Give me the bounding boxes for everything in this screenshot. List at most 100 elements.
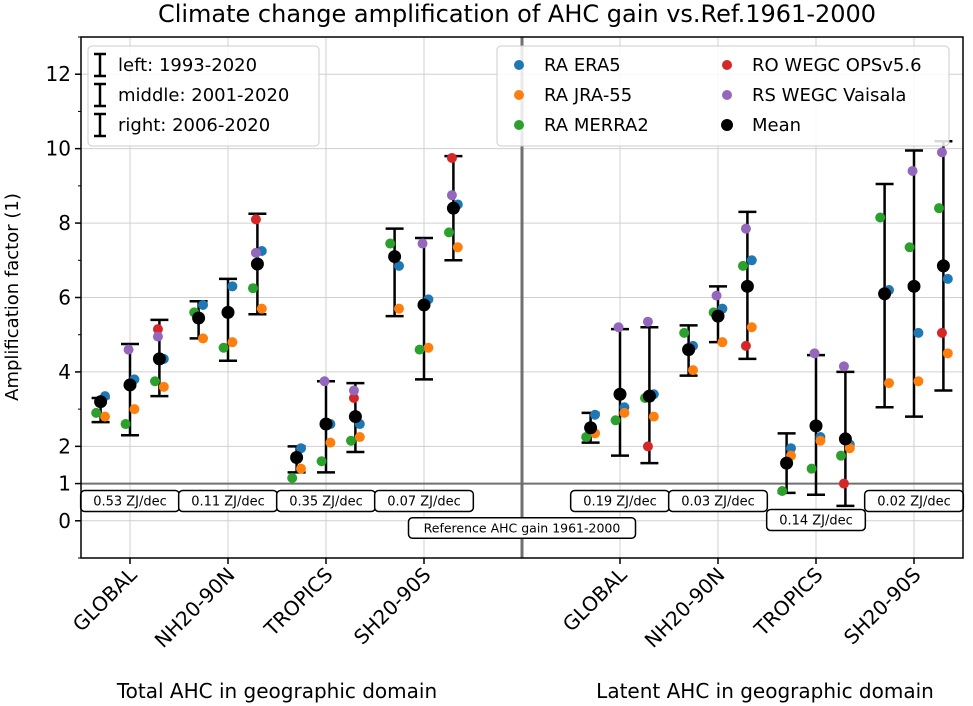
data-points <box>91 147 953 497</box>
errorbar-legend-icon <box>94 52 106 138</box>
x-tick-label: GLOBAL <box>558 562 632 636</box>
reference-gain-label-box <box>667 489 769 513</box>
point-wegc <box>250 214 261 225</box>
y-tick-label: 12 <box>46 62 71 86</box>
point-mean <box>907 279 921 293</box>
point-wegc <box>838 478 849 489</box>
legend-label-mean: Mean <box>752 115 801 136</box>
point-mean <box>682 343 696 357</box>
point-jra55 <box>423 342 434 353</box>
reference-gain-label: 0.02 ZJ/dec <box>863 489 965 513</box>
y-tick-label: 4 <box>58 360 71 384</box>
point-era5 <box>198 299 209 310</box>
point-merra2 <box>581 432 592 443</box>
legend-marker-merra2 <box>514 120 524 130</box>
point-mean <box>123 378 137 392</box>
point-mean <box>642 389 656 403</box>
reference-gain-label-text: 0.14 ZJ/dec <box>779 514 853 529</box>
point-mean <box>250 257 264 271</box>
point-jra55 <box>394 303 405 314</box>
reference-gain-label: 0.11 ZJ/dec <box>177 489 279 513</box>
period-legend: left: 1993-2020 middle: 2001-2020 right:… <box>87 45 320 147</box>
point-jra55 <box>619 407 630 418</box>
point-mean <box>290 451 304 465</box>
reference-gain-label: 0.53 ZJ/dec <box>79 489 181 513</box>
reference-gain-label-text: 0.02 ZJ/dec <box>877 495 951 510</box>
point-mean <box>319 417 333 431</box>
point-vaisala <box>250 247 261 258</box>
point-merra2 <box>875 212 886 223</box>
point-jra55 <box>942 348 953 359</box>
legend-marker-era5 <box>514 60 524 70</box>
point-merra2 <box>610 415 621 426</box>
point-jra55 <box>717 337 728 348</box>
point-era5 <box>942 273 953 284</box>
point-mean <box>192 311 206 325</box>
legend-label-era5: RA ERA5 <box>544 55 621 76</box>
point-mean <box>417 298 431 312</box>
y-tick-label: 10 <box>46 137 71 161</box>
point-merra2 <box>777 486 788 497</box>
legend-label-wegc: RO WEGC OPSv5.6 <box>752 55 922 76</box>
y-tick-label: 8 <box>58 211 71 235</box>
point-merra2 <box>91 407 102 418</box>
point-jra55 <box>815 435 826 446</box>
point-mean <box>809 419 823 433</box>
point-mean <box>740 279 754 293</box>
reference-gain-label-box <box>765 508 867 532</box>
point-vaisala <box>446 190 457 201</box>
legend-marker-wegc <box>722 60 732 70</box>
legend-marker-jra55 <box>514 90 524 100</box>
point-mean <box>584 421 598 435</box>
point-mean <box>780 456 794 470</box>
chart-title: Climate change amplification of AHC gain… <box>158 0 876 28</box>
reference-gain-label: 0.03 ZJ/dec <box>667 489 769 513</box>
point-jra55 <box>256 303 267 314</box>
reference-gain-label-text: 0.53 ZJ/dec <box>93 495 167 510</box>
reference-gain-label: 0.07 ZJ/dec <box>373 489 475 513</box>
point-jra55 <box>688 365 699 376</box>
legend-label-merra2: RA MERRA2 <box>544 115 649 136</box>
y-tick-label: 0 <box>58 509 71 533</box>
point-vaisala <box>348 385 359 396</box>
point-merra2 <box>904 242 915 253</box>
point-mean <box>446 201 460 215</box>
point-jra55 <box>452 242 463 253</box>
legend-marker-mean <box>721 119 733 131</box>
point-wegc <box>446 152 457 163</box>
point-jra55 <box>158 381 169 392</box>
point-merra2 <box>414 344 425 355</box>
point-vaisala <box>711 290 722 301</box>
point-vaisala <box>613 322 624 333</box>
point-mean <box>348 410 362 424</box>
y-tick-label: 2 <box>58 434 71 458</box>
point-merra2 <box>316 456 327 467</box>
x-tick-label: SH20-90S <box>349 563 436 650</box>
series-legend: RA ERA5 RA JRA-55 RA MERRA2 RO WEGC OPSv… <box>496 45 950 147</box>
reference-gain-label-text: 0.11 ZJ/dec <box>191 495 265 510</box>
y-tick-label: 1 <box>58 472 71 496</box>
point-vaisala <box>936 147 947 158</box>
point-wegc <box>740 340 751 351</box>
point-jra55 <box>100 411 111 422</box>
point-jra55 <box>325 437 336 448</box>
point-jra55 <box>913 376 924 387</box>
point-jra55 <box>198 333 209 344</box>
point-era5 <box>227 281 238 292</box>
period-legend-left: left: 1993-2020 <box>118 55 257 76</box>
reference-gain-label-text: 0.35 ZJ/dec <box>289 495 363 510</box>
period-legend-middle: middle: 2001-2020 <box>118 85 289 106</box>
point-merra2 <box>218 342 229 353</box>
reference-gain-labels: 0.53 ZJ/dec 0.11 ZJ/dec 0.35 ZJ/dec 0.07 ZJ… <box>79 489 965 539</box>
reference-gain-label: 0.35 ZJ/dec <box>275 489 377 513</box>
point-wegc <box>642 441 653 452</box>
reference-gain-label-box <box>373 489 475 513</box>
reference-gain-label: 0.19 ZJ/dec <box>569 489 671 513</box>
point-jra55 <box>354 432 365 443</box>
y-axis-label: Amplification factor (1) <box>2 193 23 401</box>
point-mean <box>388 250 402 264</box>
x-tick-label: TROPICS <box>259 563 338 642</box>
point-jra55 <box>648 411 659 422</box>
point-merra2 <box>806 463 817 474</box>
